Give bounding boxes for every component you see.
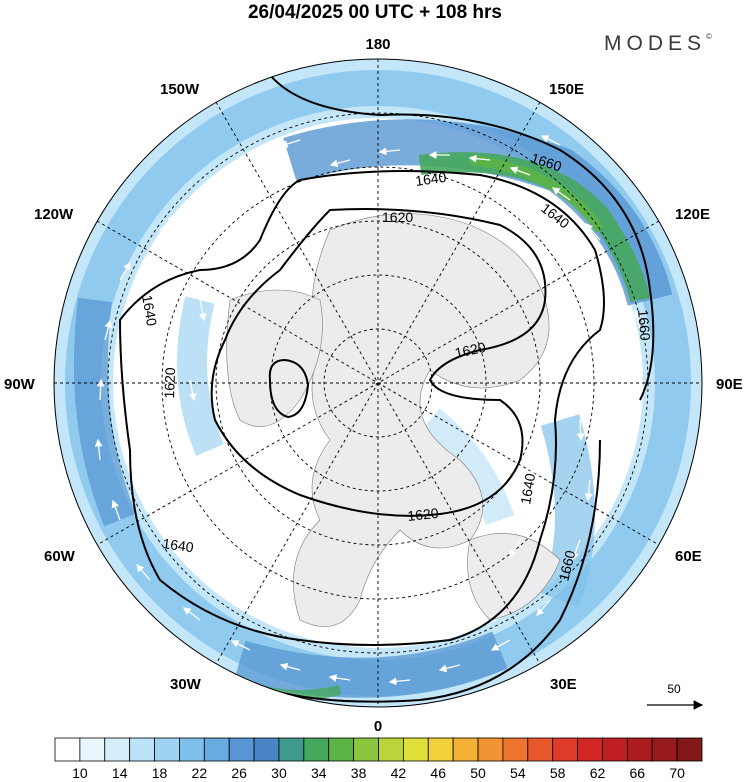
colorbar-swatch (378, 737, 404, 762)
lon-label-60e: 60E (675, 548, 702, 565)
colorbar-label: 10 (72, 765, 88, 781)
lon-label-150e: 150E (549, 81, 584, 98)
colorbar-swatch (602, 737, 628, 762)
colorbar-swatch (79, 737, 106, 762)
map-title: 26/04/2025 00 UTC + 108 hrs (247, 2, 503, 23)
colorbar: 10 14 18 22 26 30 34 38 42 46 50 54 58 62 66 70 (54, 737, 703, 781)
colorbar-label: 58 (550, 765, 566, 781)
contour-1660-east (269, 74, 655, 401)
land-masses (226, 213, 561, 627)
colorbar-swatch (154, 737, 180, 762)
colorbar-label: 50 (470, 765, 486, 781)
colorbar-label: 46 (430, 765, 446, 781)
lon-label-60w: 60W (44, 548, 76, 565)
colorbar-swatch (179, 737, 205, 762)
colorbar-swatch (54, 737, 81, 762)
colorbar-label: 54 (510, 765, 526, 781)
contour-labels: 1660 1640 1640 1620 1640 1620 1620 1620 … (139, 150, 654, 583)
colorbar-swatch (427, 737, 454, 762)
lon-label-30e: 30E (550, 676, 577, 693)
colorbar-swatch (676, 737, 703, 762)
contour-label-1660: 1660 (635, 309, 654, 342)
map-boundary (53, 58, 703, 708)
colorbar-label: 62 (590, 765, 606, 781)
colorbar-label: 14 (112, 765, 128, 781)
colorbar-label: 22 (192, 765, 208, 781)
lon-label-120w: 120W (34, 206, 74, 223)
colorbar-swatch (577, 737, 603, 762)
lon-label-90w: 90W (4, 376, 36, 393)
colorbar-swatch (104, 737, 131, 762)
contour-label-1640: 1640 (139, 294, 160, 328)
lon-label-90e: 90E (716, 376, 743, 393)
reference-vector-label: 50 (667, 682, 681, 696)
contour-label-1620: 1620 (407, 505, 440, 524)
colorbar-swatch (651, 737, 678, 762)
contour-label-1660: 1660 (555, 548, 578, 582)
colorbar-swatch (328, 737, 355, 762)
colorbar-label: 34 (311, 765, 327, 781)
colorbar-swatch (278, 737, 305, 762)
contour-label-1620: 1620 (453, 339, 487, 361)
contour-1640 (118, 170, 605, 646)
contour-label-1620: 1620 (382, 209, 413, 225)
colorbar-swatch (626, 737, 653, 762)
copyright-mark: © (706, 32, 712, 41)
colorbar-label: 66 (630, 765, 646, 781)
colorbar-swatch (402, 737, 429, 762)
contour-1620-low (268, 358, 310, 419)
colorbar-label: 18 (152, 765, 168, 781)
contour-label-1620: 1620 (161, 367, 178, 399)
lon-label-0: 0 (374, 718, 382, 735)
height-contours (118, 74, 655, 703)
colorbar-swatch (203, 737, 230, 762)
contour-1660-south (269, 439, 601, 703)
colorbar-swatch (552, 737, 578, 762)
lon-label-150w: 150W (160, 81, 200, 98)
longitude-labels: 180 0 90W 90E 150W 120W 60W 30W 150E 120… (4, 36, 743, 735)
colorbar-swatch (129, 737, 155, 762)
colorbar-swatch (477, 737, 504, 762)
colorbar-label: 26 (231, 765, 247, 781)
colorbar-label: 70 (669, 765, 685, 781)
brand-text: MODES (604, 32, 707, 55)
colorbar-swatch (353, 737, 379, 762)
colorbar-label: 38 (351, 765, 367, 781)
colorbar-label: 30 (271, 765, 287, 781)
colorbar-swatch (228, 737, 255, 762)
colorbar-label: 42 (391, 765, 407, 781)
colorbar-swatch (253, 737, 280, 762)
colorbar-swatch (502, 737, 529, 762)
wind-vectors (94, 135, 642, 686)
contour-1620 (210, 208, 547, 517)
modes-logo: MODES© (604, 32, 712, 56)
map-disk: 1660 1640 1640 1620 1640 1620 1620 1620 … (54, 59, 702, 707)
colorbar-swatch (452, 737, 479, 762)
lon-label-30w: 30W (170, 676, 202, 693)
contour-label-1640: 1640 (162, 535, 195, 555)
colorbar-swatch (303, 737, 330, 762)
contour-label-1640: 1640 (414, 169, 447, 189)
lon-label-120e: 120E (675, 206, 710, 223)
colorbar-swatch (527, 737, 554, 762)
lon-label-180: 180 (365, 36, 390, 53)
contour-label-1640: 1640 (517, 472, 538, 506)
reference-vector: 50 (647, 682, 704, 710)
